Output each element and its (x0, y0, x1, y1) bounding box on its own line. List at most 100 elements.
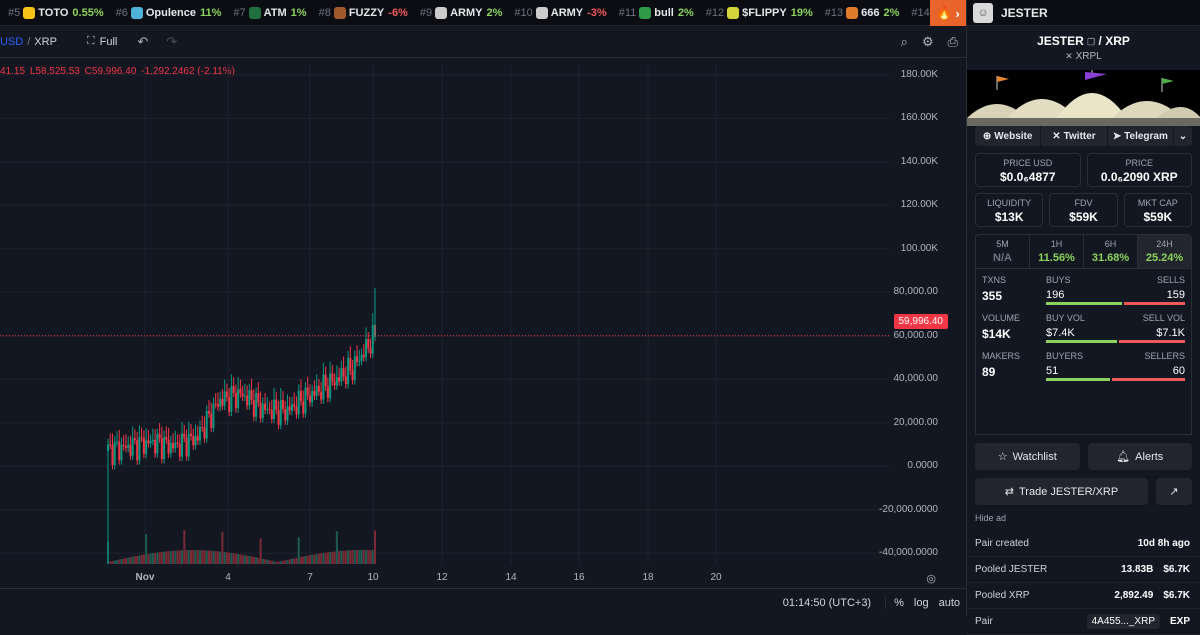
candle-body (125, 446, 127, 448)
candle-body (188, 434, 190, 457)
alerts-button[interactable]: 🔔︎Alerts (1088, 443, 1193, 470)
redo-icon[interactable]: ↷ (166, 34, 177, 50)
info-key: Pair (975, 616, 993, 627)
txns-value: 355 (982, 289, 1046, 303)
twitter-link[interactable]: ✕Twitter (1041, 126, 1107, 146)
goto-realtime-icon[interactable]: ◎ (926, 572, 936, 585)
fullscreen-label[interactable]: Full (100, 36, 118, 48)
volume-bar (192, 550, 194, 564)
camera-icon[interactable]: ⎙ (948, 34, 958, 50)
tab-value: 11.56% (1030, 252, 1083, 264)
buyvol-bar-fill (1046, 340, 1117, 343)
volume-bar (190, 550, 192, 564)
volume-bar (181, 550, 183, 564)
volume-bar (260, 538, 262, 564)
volume-bar (161, 552, 163, 564)
sellers-value: 60 (1173, 365, 1185, 377)
candle-body (226, 392, 228, 398)
star-icon: ☆ (998, 450, 1008, 463)
candle-body (336, 377, 338, 385)
undo-icon[interactable]: ↶ (137, 34, 148, 50)
price-chart[interactable]: 41.15 L58,525.53 C59,996.40 -1,292.2462 … (0, 58, 966, 616)
volume-bar (248, 556, 250, 564)
y-tick-label: 40,000.00 (894, 373, 939, 384)
auto-scale-toggle[interactable]: auto (939, 597, 960, 609)
ticker-rank: #14 (911, 7, 929, 19)
trade-button[interactable]: ⇄Trade JESTER/XRP (975, 478, 1148, 505)
volume-bar (221, 532, 223, 564)
volume-bar (266, 560, 268, 564)
pair-xrp-toggle[interactable]: XRP (34, 36, 57, 48)
percent-scale-toggle[interactable]: % (885, 597, 904, 609)
x-tick-label: 4 (225, 572, 231, 583)
info-value-secondary: EXP (1170, 616, 1190, 627)
external-link-button[interactable]: ↗ (1156, 478, 1192, 505)
token-icon (23, 7, 35, 19)
fullscreen-icon[interactable]: ⛶ (87, 35, 95, 48)
candle-body (177, 443, 179, 444)
volume-bar (286, 560, 288, 564)
volume-bar (154, 553, 156, 564)
makers-value: 89 (982, 365, 1046, 379)
candle-body (165, 437, 167, 440)
ticker-item[interactable]: #14XPM-1% (911, 7, 930, 19)
volume-bar (309, 555, 311, 564)
settings-icon[interactable]: ⚙ (922, 34, 934, 50)
x-tick-label: 7 (307, 572, 313, 583)
telegram-link[interactable]: ➤Telegram (1108, 126, 1174, 146)
info-value-primary: 13.83B (1121, 564, 1153, 575)
volume-bar (201, 550, 203, 564)
trending-button[interactable]: 🔥› (930, 0, 966, 26)
info-value-primary[interactable]: 4A455..._XRP (1087, 614, 1160, 629)
candle-body (114, 442, 116, 465)
tab-label: 24H (1138, 239, 1191, 249)
candle-body (163, 437, 165, 459)
watchlist-button[interactable]: ☆Watchlist (975, 443, 1080, 470)
volume-bar (264, 559, 266, 564)
candle-body (237, 389, 239, 408)
volume-bar (340, 551, 342, 564)
volume-bar (138, 555, 140, 564)
copy-icon[interactable]: ❐ (1087, 37, 1095, 47)
website-link[interactable]: ⊕Website (975, 126, 1041, 146)
x-tick-label: 18 (642, 572, 653, 583)
volume-value: $14K (982, 327, 1046, 341)
log-scale-toggle[interactable]: log (914, 597, 929, 609)
candle-body (190, 434, 192, 436)
zoom-icon[interactable]: ⌕ (901, 34, 908, 50)
more-links-button[interactable]: ⌄ (1174, 126, 1192, 146)
volume-bar (230, 553, 232, 564)
volume-bar (210, 551, 212, 564)
x-tick-label: 12 (436, 572, 447, 583)
sellvol-value: $7.1K (1156, 327, 1185, 339)
pair-usd-toggle[interactable]: USD (0, 36, 23, 48)
liquidity-box: LIQUIDITY $13K (975, 193, 1043, 227)
fdv-label: FDV (1050, 194, 1116, 208)
hide-ad-link[interactable]: Hide ad (975, 513, 1200, 523)
candle-body (154, 440, 156, 453)
volume-bar (257, 558, 259, 564)
swap-icon: ⇄ (1005, 485, 1014, 498)
candle-body (251, 390, 253, 400)
chain-icon: ✕ (1065, 51, 1073, 61)
volume-bar (374, 530, 376, 564)
candle-body (201, 427, 203, 428)
volume-bar (349, 550, 351, 564)
volume-bar (208, 551, 210, 564)
ticker-change: 1% (291, 7, 307, 19)
volume-bar (370, 550, 372, 564)
